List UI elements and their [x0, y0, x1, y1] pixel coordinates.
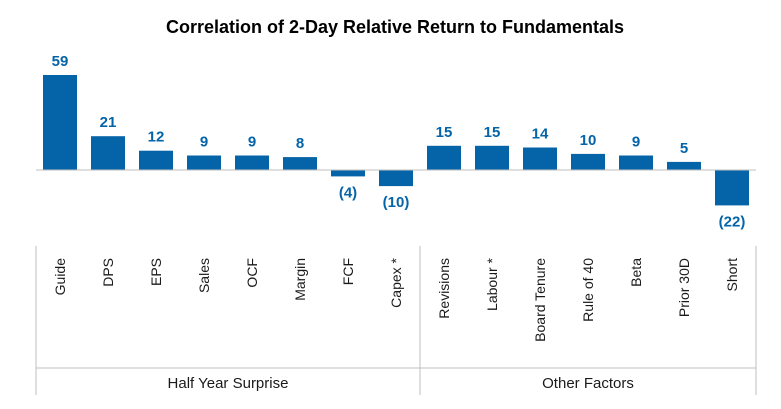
tick-label-11: Rule of 40	[580, 258, 596, 322]
bar-3	[187, 155, 221, 170]
data-label-11: 10	[580, 132, 597, 149]
tick-label-9: Labour *	[484, 257, 500, 310]
data-label-1: 21	[100, 114, 117, 131]
bar-5	[283, 157, 317, 170]
tick-label-10: Board Tenure	[532, 258, 548, 342]
data-label-2: 12	[148, 129, 165, 146]
tick-labels-layer: Guide DPS EPS Sales OCF Margin FCF Capex * Revis…	[52, 257, 740, 341]
tick-label-14: Short	[724, 258, 740, 292]
tick-label-1: DPS	[100, 258, 116, 287]
bar-8	[427, 145, 461, 170]
tick-label-12: Beta	[628, 258, 644, 287]
data-label-13: 5	[680, 140, 688, 157]
group-dividers-layer	[35, 246, 757, 395]
tick-label-6: FCF	[340, 258, 356, 285]
data-label-3: 9	[200, 134, 208, 151]
bar-9	[475, 145, 509, 170]
bar-6	[331, 170, 365, 177]
data-label-8: 15	[436, 124, 453, 141]
group-labels-layer: Half Year Surprise Other Factors	[168, 375, 634, 392]
group-label-1: Other Factors	[542, 375, 634, 392]
data-label-5: 8	[296, 135, 304, 152]
bar-14	[715, 170, 749, 206]
bars-layer	[43, 75, 749, 206]
data-label-10: 14	[532, 126, 549, 143]
data-label-12: 9	[632, 134, 640, 151]
bar-2	[139, 150, 173, 170]
tick-label-2: EPS	[148, 258, 164, 286]
data-label-9: 15	[484, 124, 501, 141]
data-label-6: (4)	[339, 184, 357, 201]
tick-label-7: Capex *	[388, 257, 404, 307]
tick-label-3: Sales	[196, 258, 212, 293]
tick-label-8: Revisions	[436, 258, 452, 319]
data-label-4: 9	[248, 134, 256, 151]
chart-title: Correlation of 2-Day Relative Return to …	[166, 17, 624, 37]
bar-4	[235, 155, 269, 170]
tick-label-4: OCF	[244, 258, 260, 288]
bar-0	[43, 75, 77, 170]
bar-1	[91, 136, 125, 170]
tick-label-0: Guide	[52, 258, 68, 296]
bar-13	[667, 161, 701, 170]
data-labels-layer: 59 21 12 9 9 8 (4) (10) 15 15 14 10 9 5 (22)	[52, 53, 746, 230]
group-label-0: Half Year Surprise	[168, 375, 289, 392]
bar-12	[619, 155, 653, 170]
data-label-7: (10)	[383, 194, 410, 211]
bar-7	[379, 170, 413, 187]
data-label-14: (22)	[719, 213, 746, 230]
bar-10	[523, 147, 557, 170]
data-label-0: 59	[52, 53, 69, 70]
tick-label-5: Margin	[292, 258, 308, 301]
tick-label-13: Prior 30D	[676, 258, 692, 317]
bar-11	[571, 153, 605, 170]
